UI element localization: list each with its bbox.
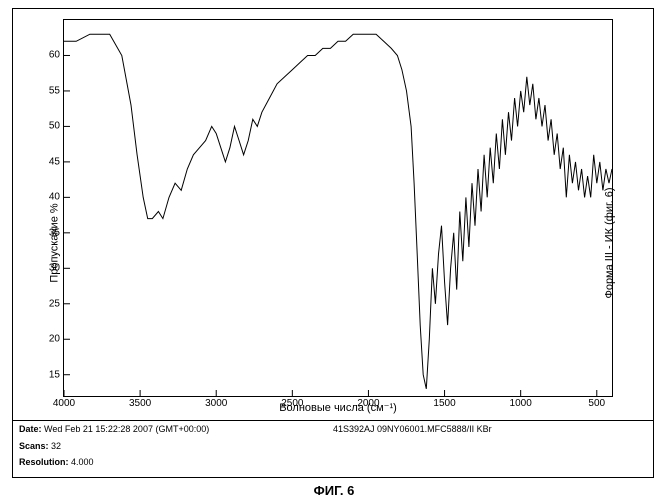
- y-tick-label: 20: [34, 334, 60, 345]
- y-tick-label: 40: [34, 192, 60, 203]
- y-tick-label: 15: [34, 369, 60, 380]
- figure-caption: ФИГ. 6: [0, 483, 668, 498]
- y-tick-label: 25: [34, 298, 60, 309]
- y-tick-label: 45: [34, 156, 60, 167]
- info-resolution: Resolution: 4.000: [19, 456, 647, 469]
- info-panel: Date: Wed Feb 21 15:22:28 2007 (GMT+00:0…: [13, 420, 653, 477]
- x-axis-label: Волновые числа (см⁻¹): [64, 401, 612, 414]
- y-tick-label: 55: [34, 85, 60, 96]
- info-date: Date: Wed Feb 21 15:22:28 2007 (GMT+00:0…: [19, 423, 333, 436]
- spectrum-line: [64, 20, 612, 396]
- info-scans-label: Scans:: [19, 441, 49, 451]
- y-tick-label: 60: [34, 50, 60, 61]
- info-date-value: Wed Feb 21 15:22:28 2007 (GMT+00:00): [44, 424, 209, 434]
- figure-frame: 4000350030002500200015001000500 15202530…: [12, 8, 654, 478]
- info-date-label: Date:: [19, 424, 42, 434]
- info-sample: 41S392AJ 09NY06001.MFC5888/II KBr: [333, 423, 647, 436]
- info-resolution-label: Resolution:: [19, 457, 69, 467]
- y-tick-label: 50: [34, 121, 60, 132]
- plot-area: 4000350030002500200015001000500 15202530…: [63, 19, 613, 397]
- y-axis-label: Пропускание %: [49, 203, 61, 282]
- info-scans: Scans: 32: [19, 440, 647, 453]
- info-resolution-value: 4.000: [71, 457, 94, 467]
- right-title: Форма III - ИК (фиг. 6): [603, 187, 615, 298]
- info-scans-value: 32: [51, 441, 61, 451]
